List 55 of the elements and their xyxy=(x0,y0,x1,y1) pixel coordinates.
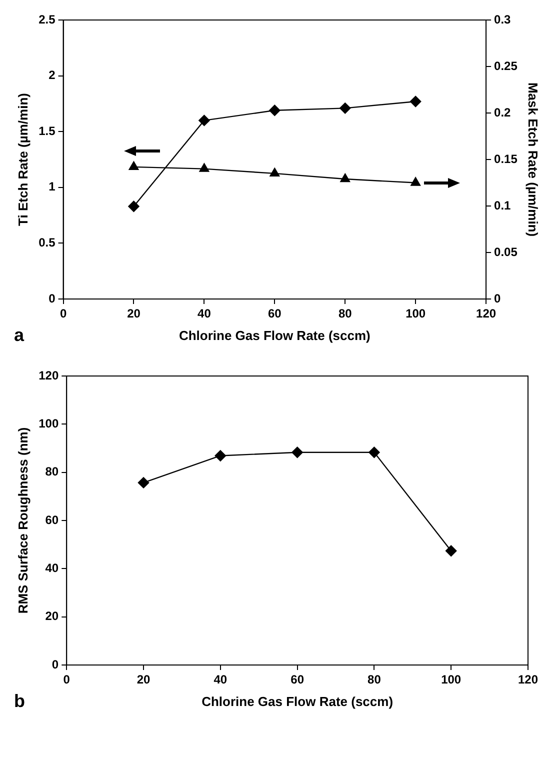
point xyxy=(446,545,457,556)
point xyxy=(128,200,140,212)
y2-tick-label: 0 xyxy=(494,291,502,306)
y-tick-label: 0 xyxy=(52,657,59,672)
x-tick-label: 60 xyxy=(268,306,282,321)
point xyxy=(199,163,210,172)
y-tick-label: 80 xyxy=(45,464,59,479)
y-tick-label: 100 xyxy=(38,416,59,430)
y2-axis-title: Mask Etch Rate (µm/min) xyxy=(526,82,541,237)
y2-tick-label: 0.05 xyxy=(494,244,518,259)
x-tick-label: 120 xyxy=(518,672,538,687)
y-tick-label: 1 xyxy=(48,180,56,194)
point xyxy=(198,114,210,126)
y-tick-label: 1.5 xyxy=(38,124,56,138)
point xyxy=(270,168,280,177)
y2-tick-label: 0.25 xyxy=(494,58,518,73)
x-tick-label: 20 xyxy=(127,306,141,321)
point xyxy=(128,161,139,170)
text: a xyxy=(14,325,24,346)
x-tick-label: 80 xyxy=(338,306,352,321)
text: b xyxy=(14,691,25,712)
point xyxy=(368,446,380,458)
y-tick-label: 2 xyxy=(48,68,56,82)
y-tick-label: 0 xyxy=(48,291,56,306)
x-tick-label: 80 xyxy=(368,672,382,687)
point xyxy=(340,102,351,114)
y-tick-label: 2.5 xyxy=(38,12,56,26)
x-axis-title: Chlorine Gas Flow Rate (sccm) xyxy=(178,328,370,343)
x-tick-label: 20 xyxy=(136,672,151,687)
point xyxy=(410,177,421,186)
x-tick-label: 120 xyxy=(476,306,496,321)
y-tick-label: 20 xyxy=(45,609,59,624)
y-tick-label: 120 xyxy=(38,368,59,382)
point xyxy=(214,450,226,462)
y-tick-label: 40 xyxy=(45,560,59,575)
x-tick-label: 60 xyxy=(290,672,304,687)
y2-tick-label: 0.15 xyxy=(494,152,518,166)
y-tick-label: 60 xyxy=(45,512,59,527)
x-tick-label: 40 xyxy=(198,306,212,321)
y-axis-title: Ti Etch Rate (µm/min) xyxy=(15,93,30,226)
point xyxy=(410,96,422,108)
x-axis-title: Chlorine Gas Flow Rate (sccm) xyxy=(202,694,394,709)
point xyxy=(292,446,303,458)
x-tick-label: 40 xyxy=(214,672,228,687)
point xyxy=(138,477,150,488)
y-tick-label: 0.5 xyxy=(38,236,56,250)
y-axis-title: RMS Surface Roughness (nm) xyxy=(15,427,30,614)
y2-tick-label: 0.1 xyxy=(494,198,512,212)
point xyxy=(340,173,350,182)
y2-tick-label: 0.2 xyxy=(494,105,512,120)
point xyxy=(269,104,280,116)
x-tick-label: 100 xyxy=(441,672,462,687)
x-tick-label: 100 xyxy=(406,306,426,321)
y2-tick-label: 0.3 xyxy=(494,12,512,26)
x-tick-label: 0 xyxy=(63,672,70,687)
